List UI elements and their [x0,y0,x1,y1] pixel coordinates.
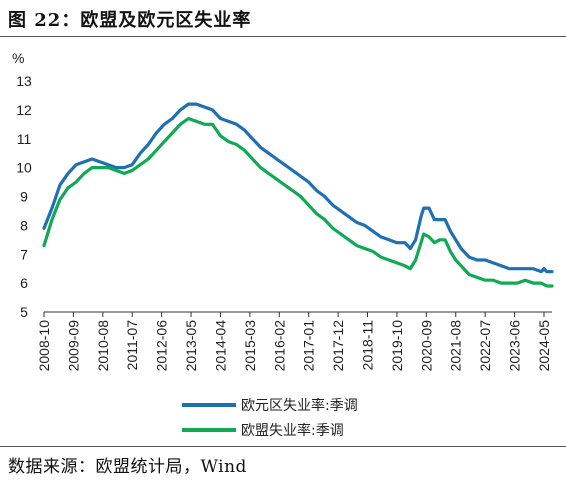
y-tick-label: 7 [20,246,28,262]
line-chart: % 5 6 7 8 9 10 11 12 13 2008-10 2009-09 2010-08 2011-… [12,50,554,439]
legend-label-2: 欧盟失业率:季调 [241,422,344,439]
chart-lines [42,102,554,288]
y-tick-label: 6 [20,275,28,291]
x-tick-label: 2023-06 [507,320,523,372]
y-tick-label: 12 [16,102,32,118]
source-divider [0,446,566,447]
y-tick-label: 9 [20,189,28,205]
y-tick-label: 10 [16,160,32,176]
x-tick-label: 2014-04 [212,320,228,372]
x-tick-label: 2008-10 [36,320,52,372]
x-tick-label: 2024-05 [536,320,552,372]
x-tick-label: 2012-06 [154,320,170,372]
x-tick-label: 2018-11 [360,320,376,371]
series-line-1 [42,102,554,274]
chart-axes: % 5 6 7 8 9 10 11 12 13 2008-10 2009-09 2010-08 2011-… [12,50,552,371]
title-divider [0,36,566,37]
y-tick-label: 13 [16,73,32,89]
x-tick-label: 2009-09 [65,320,81,372]
x-tick-label: 2015-03 [242,320,258,372]
x-tick-label: 2020-09 [418,320,434,372]
legend-label-1: 欧元区失业率:季调 [241,397,358,414]
x-tick-label: 2017-01 [301,320,317,372]
x-tick-label: 2011-07 [124,320,140,371]
x-tick-label: 2013-05 [183,320,199,372]
x-tick-label: 2010-08 [95,320,111,372]
x-tick-label: 2021-08 [448,320,464,372]
figure-title: 图 22：欧盟及欧元区失业率 [8,10,252,31]
x-tick-label: 2017-12 [330,320,346,372]
x-tick-label: 2022-07 [477,320,493,372]
figure-source: 数据来源：欧盟统计局，Wind [8,457,247,477]
x-tick-label: 2019-10 [389,320,405,372]
series-line-2 [42,116,554,288]
y-tick-label: 8 [20,217,28,233]
y-axis-unit: % [12,50,24,66]
x-tick-label: 2016-02 [271,320,287,372]
y-tick-label: 11 [17,131,32,147]
y-tick-label: 5 [20,304,28,320]
